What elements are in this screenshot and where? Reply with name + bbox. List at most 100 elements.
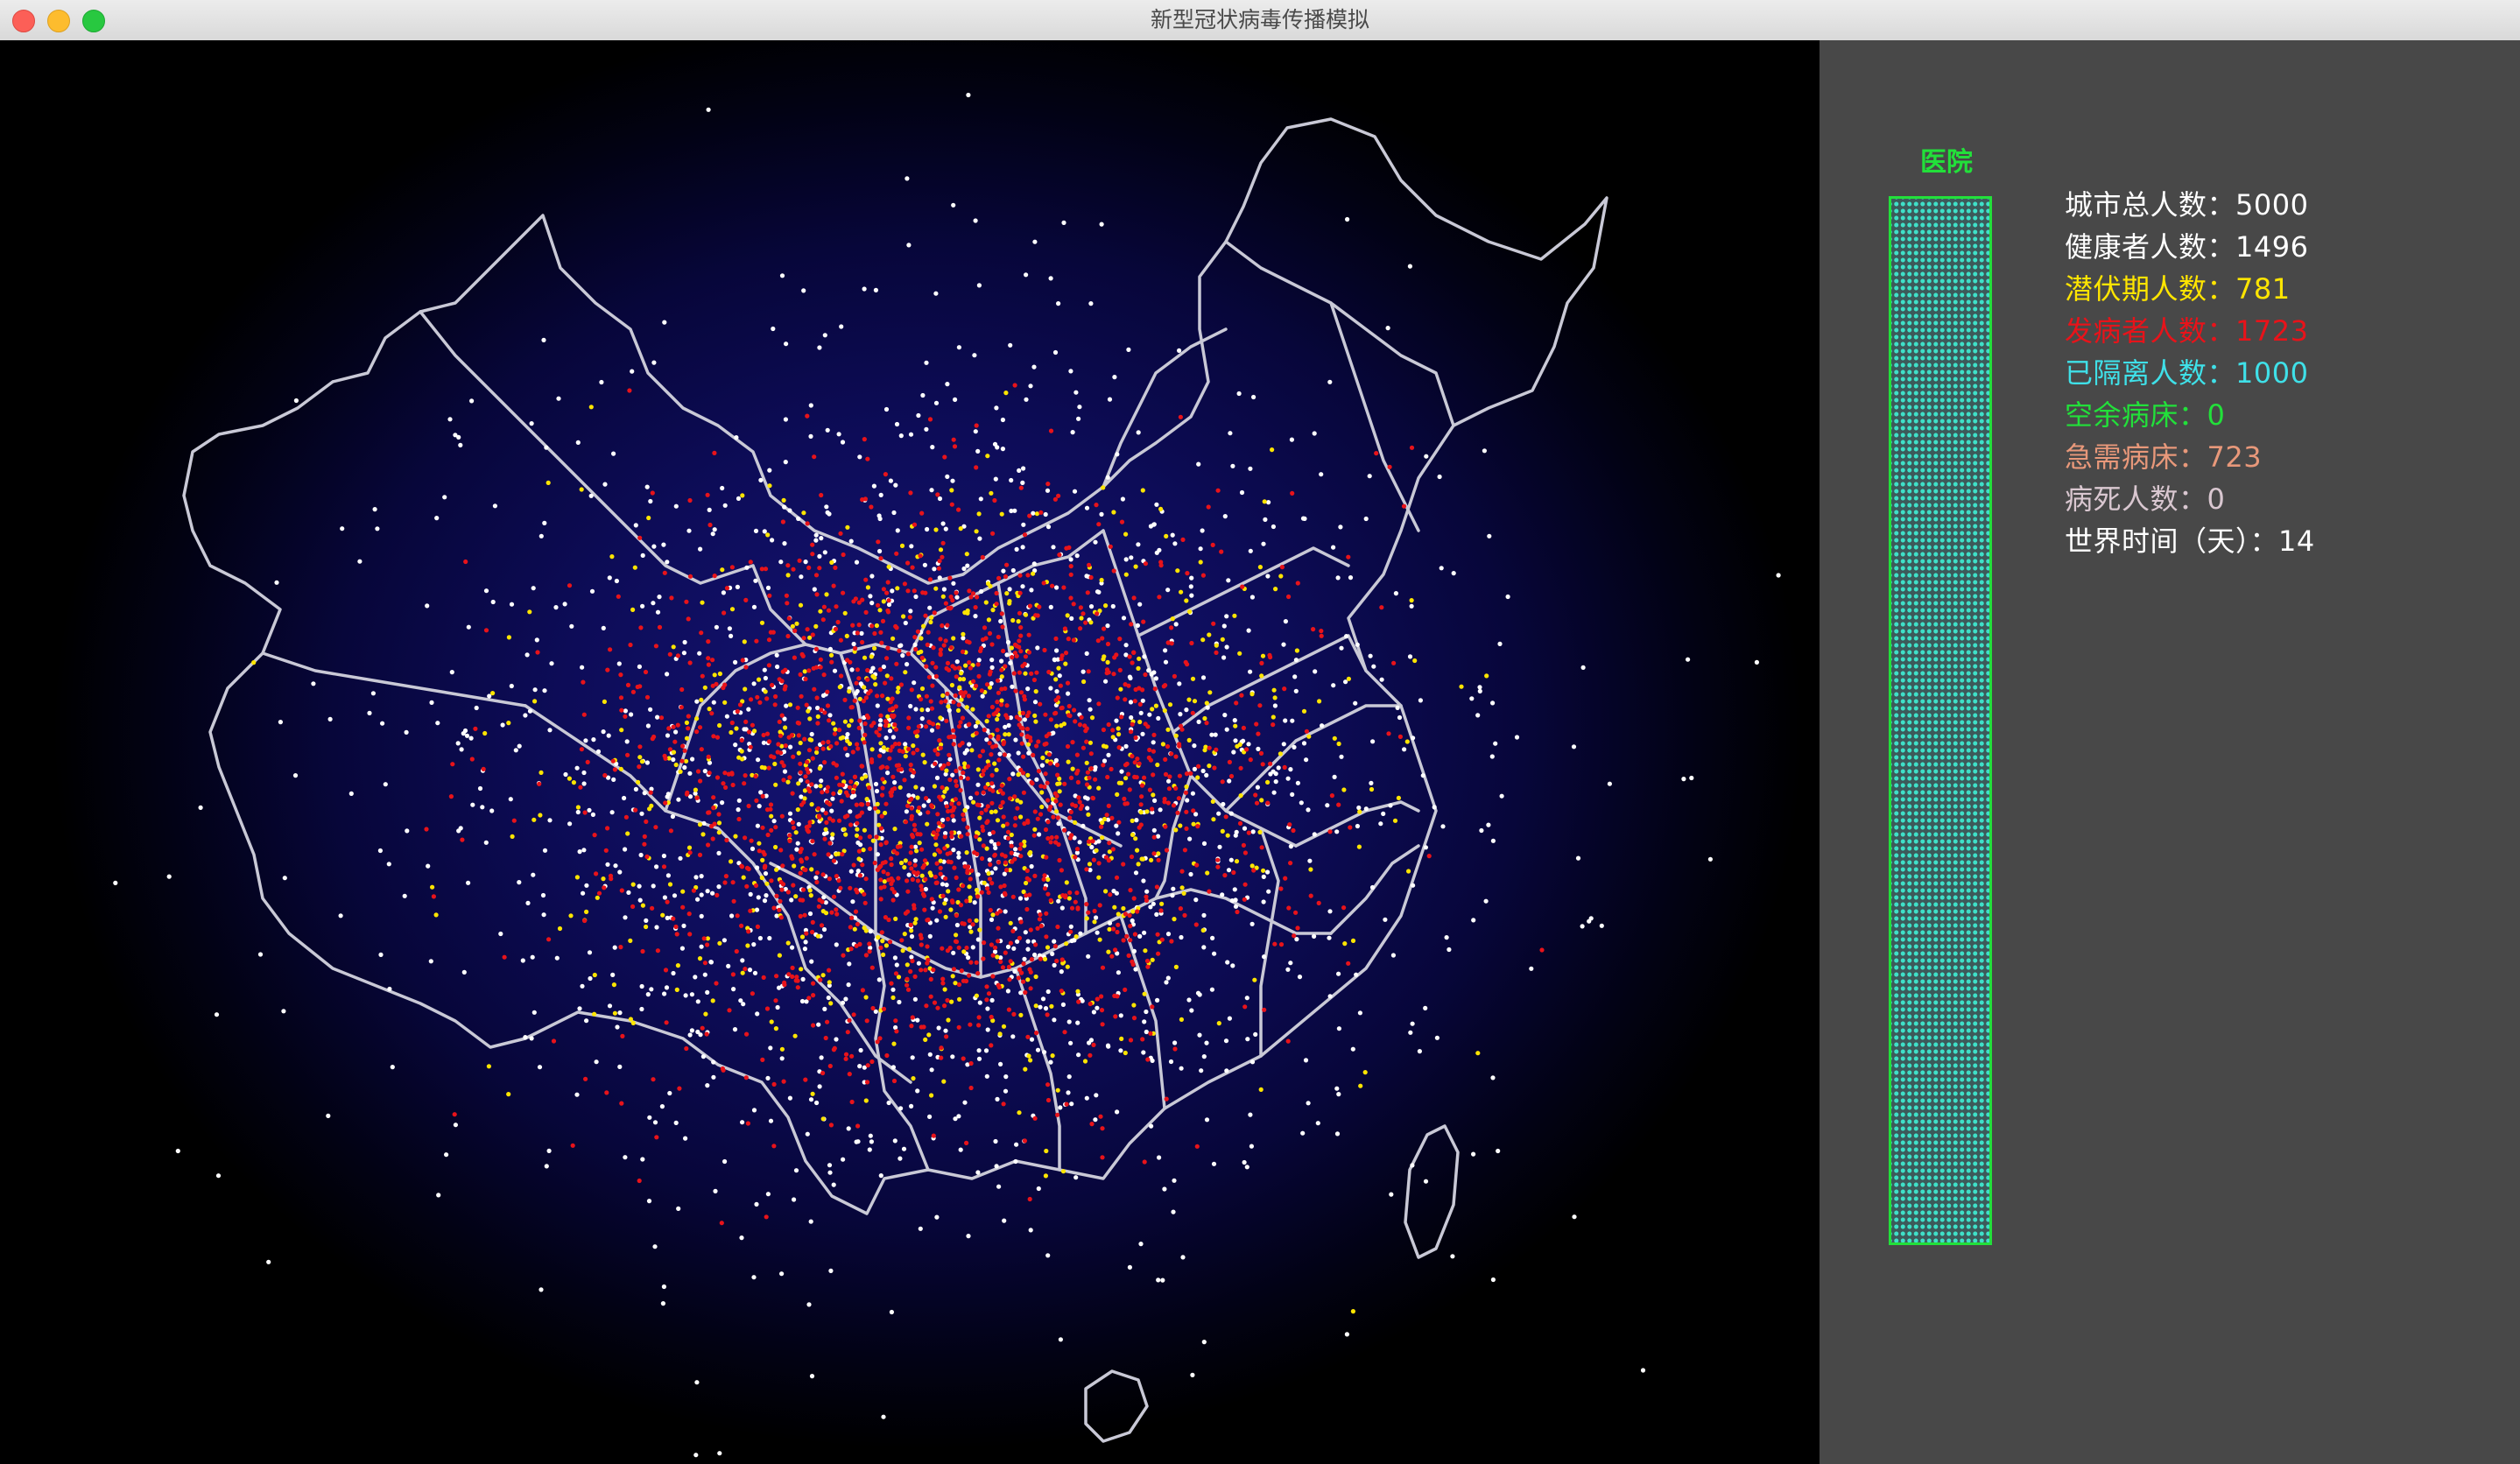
- healthy-person-dot: [532, 687, 538, 693]
- healthy-person-dot: [1092, 767, 1098, 772]
- close-window-button[interactable]: [12, 10, 35, 32]
- sick-person-dot: [1020, 710, 1025, 716]
- healthy-person-dot: [924, 360, 929, 365]
- sick-person-dot: [996, 707, 1001, 713]
- sick-person-dot: [1114, 875, 1120, 880]
- healthy-person-dot: [771, 326, 776, 332]
- incubating-person-dot: [686, 845, 693, 850]
- sick-person-dot: [990, 953, 996, 958]
- healthy-person-dot: [1253, 1031, 1258, 1037]
- healthy-person-dot: [1114, 890, 1119, 896]
- healthy-person-dot: [483, 588, 489, 594]
- sick-person-dot: [961, 978, 966, 983]
- sick-person-dot: [1045, 482, 1051, 487]
- healthy-person-dot: [1140, 731, 1145, 736]
- sick-person-dot: [1089, 1122, 1095, 1127]
- healthy-person-dot: [783, 417, 789, 422]
- incubating-person-dot: [989, 809, 994, 815]
- healthy-person-dot: [762, 898, 768, 904]
- sick-person-dot: [1123, 682, 1128, 687]
- healthy-person-dot: [508, 797, 513, 802]
- sick-person-dot: [827, 841, 833, 846]
- healthy-person-dot: [961, 636, 966, 641]
- healthy-person-dot: [541, 912, 546, 918]
- healthy-person-dot: [787, 1095, 793, 1101]
- healthy-person-dot: [1306, 1101, 1311, 1106]
- healthy-person-dot: [726, 963, 731, 968]
- sick-person-dot: [1067, 835, 1073, 841]
- sick-person-dot: [779, 813, 785, 819]
- sick-person-dot: [1004, 703, 1010, 708]
- sick-person-dot: [1196, 764, 1201, 769]
- healthy-person-dot: [878, 718, 883, 723]
- incubating-person-dot: [876, 809, 881, 814]
- sick-person-dot: [1183, 790, 1188, 795]
- window-titlebar[interactable]: 新型冠状病毒传播模拟: [0, 0, 2520, 41]
- sick-person-dot: [1048, 761, 1053, 766]
- healthy-person-dot: [1304, 757, 1309, 763]
- hospital-label: 医院: [1920, 147, 1973, 178]
- healthy-person-dot: [644, 760, 651, 765]
- incubating-person-dot: [774, 867, 779, 872]
- incubating-person-dot: [938, 547, 944, 553]
- sick-person-dot: [1042, 785, 1047, 790]
- sick-person-dot: [1038, 784, 1044, 789]
- healthy-person-dot: [648, 498, 653, 504]
- healthy-person-dot: [1095, 930, 1100, 935]
- sick-person-dot: [919, 1024, 924, 1030]
- sick-person-dot: [996, 841, 1001, 847]
- healthy-person-dot: [1248, 548, 1253, 553]
- healthy-person-dot: [819, 536, 824, 541]
- sick-person-dot: [851, 599, 856, 604]
- sick-person-dot: [840, 771, 845, 777]
- sick-person-dot: [1009, 850, 1014, 855]
- sick-person-dot: [942, 834, 947, 840]
- healthy-person-dot: [789, 897, 794, 903]
- incubating-person-dot: [942, 987, 947, 992]
- incubating-person-dot: [678, 769, 683, 774]
- healthy-person-dot: [1261, 541, 1266, 546]
- healthy-person-dot: [943, 831, 948, 836]
- healthy-person-dot: [803, 927, 809, 933]
- sick-person-dot: [820, 746, 826, 751]
- healthy-person-dot: [687, 794, 693, 799]
- healthy-person-dot: [1363, 516, 1369, 522]
- incubating-person-dot: [860, 776, 865, 781]
- sick-person-dot: [812, 852, 817, 857]
- sick-person-dot: [908, 762, 913, 768]
- incubating-person-dot: [959, 697, 964, 702]
- sick-person-dot: [1144, 894, 1149, 899]
- incubating-person-dot: [1087, 862, 1093, 867]
- sick-person-dot: [816, 806, 821, 811]
- healthy-person-dot: [1085, 796, 1090, 801]
- healthy-person-dot: [1052, 939, 1057, 944]
- sick-person-dot: [799, 859, 805, 864]
- healthy-person-dot: [1299, 800, 1304, 806]
- sick-person-dot: [1017, 670, 1022, 675]
- sick-person-dot: [945, 623, 950, 628]
- healthy-person-dot: [474, 705, 479, 711]
- sick-person-dot: [976, 802, 982, 808]
- sick-person-dot: [862, 732, 868, 738]
- healthy-person-dot: [943, 897, 948, 903]
- healthy-person-dot: [1172, 541, 1178, 546]
- healthy-person-dot: [1142, 654, 1147, 659]
- healthy-person-dot: [1288, 767, 1293, 772]
- incubating-person-dot: [976, 511, 982, 517]
- healthy-person-dot: [1005, 944, 1011, 949]
- sick-person-dot: [1105, 641, 1111, 647]
- zoom-window-button[interactable]: [82, 10, 105, 32]
- healthy-person-dot: [655, 609, 661, 615]
- sick-person-dot: [710, 658, 715, 663]
- sick-person-dot: [838, 637, 844, 643]
- stat-healthy-count: 健康者人数：1496: [2065, 230, 2309, 264]
- incubating-person-dot: [1016, 772, 1021, 778]
- sick-person-dot: [820, 617, 826, 623]
- incubating-person-dot: [1096, 875, 1102, 880]
- healthy-person-dot: [788, 744, 793, 750]
- healthy-person-dot: [588, 493, 594, 498]
- healthy-person-dot: [1450, 1254, 1455, 1259]
- healthy-person-dot: [629, 712, 634, 717]
- sick-person-dot: [616, 594, 621, 599]
- minimize-window-button[interactable]: [47, 10, 70, 32]
